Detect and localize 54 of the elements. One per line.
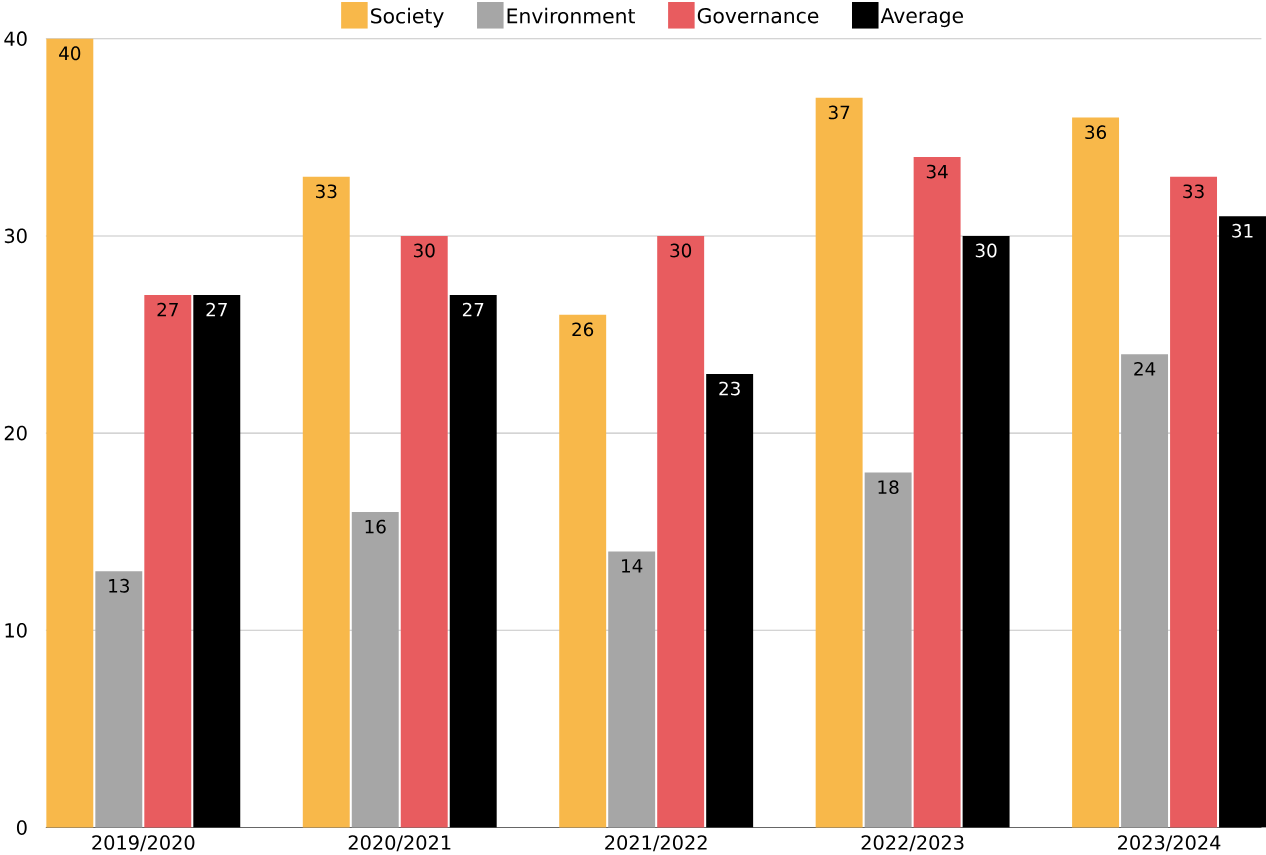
data-label: 40 <box>59 46 81 61</box>
bar <box>400 236 448 828</box>
bar <box>144 295 192 828</box>
data-label: 31 <box>1232 223 1253 238</box>
bar <box>1121 354 1169 828</box>
y-tick-label: 30 <box>4 228 27 244</box>
data-label: 13 <box>109 578 129 593</box>
legend-label: Environment <box>507 7 635 24</box>
data-label: 33 <box>316 184 337 199</box>
data-label: 30 <box>413 243 435 258</box>
y-tick-label: 40 <box>4 31 27 47</box>
data-label: 34 <box>926 164 948 179</box>
data-label: 27 <box>157 302 178 317</box>
legend-label: Average <box>880 8 963 28</box>
data-label: 23 <box>719 381 740 396</box>
data-label: 30 <box>975 243 997 258</box>
legend-label: Society <box>371 7 444 28</box>
x-tick-label: 2020/2021 <box>348 835 451 852</box>
bar <box>559 314 607 828</box>
bar <box>449 295 497 828</box>
bar <box>657 236 705 828</box>
bar <box>962 236 1010 828</box>
data-label: 37 <box>828 105 850 120</box>
bar <box>302 176 350 828</box>
bar <box>351 512 399 828</box>
bar <box>1072 117 1120 828</box>
x-tick-label: 2022/2023 <box>861 835 964 852</box>
data-label: 33 <box>1183 184 1204 199</box>
x-tick-label: 2021/2022 <box>605 835 707 852</box>
data-label: 27 <box>462 302 484 317</box>
data-label: 36 <box>1085 125 1107 140</box>
bar <box>1219 216 1266 828</box>
data-label: 30 <box>670 243 692 258</box>
bar <box>193 295 241 828</box>
bar <box>706 374 754 828</box>
legend-label: Governance <box>697 8 819 24</box>
x-tick-label: 2023/2024 <box>1118 835 1221 852</box>
data-label: 27 <box>206 302 227 317</box>
data-label: 24 <box>1134 362 1156 376</box>
data-label: 16 <box>365 519 386 534</box>
data-label: 26 <box>572 322 594 337</box>
bar <box>95 571 143 828</box>
bar <box>608 551 656 828</box>
y-tick-label: 0 <box>16 820 27 835</box>
data-label: 18 <box>878 480 899 495</box>
data-label: 14 <box>622 559 643 573</box>
y-tick-label: 10 <box>5 623 27 638</box>
x-tick-label: 2019/2020 <box>92 835 195 852</box>
bar <box>46 38 94 828</box>
bar <box>864 472 912 828</box>
bar <box>1170 176 1218 828</box>
bar <box>913 157 961 828</box>
bar <box>815 97 863 828</box>
y-tick-label: 20 <box>4 425 27 441</box>
